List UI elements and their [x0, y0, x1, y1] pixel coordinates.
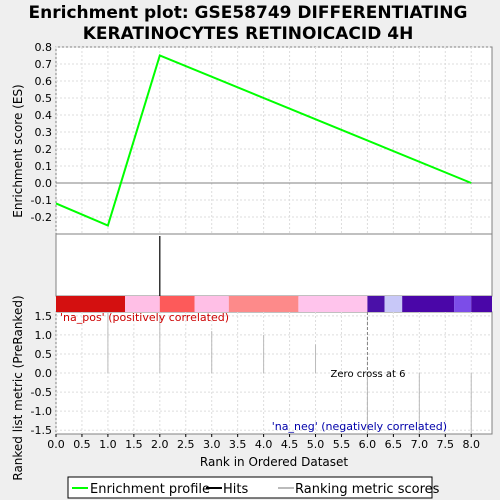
x-tick-label: 3.5	[229, 438, 247, 451]
x-tick-label: 3.0	[203, 438, 221, 451]
color-bar-segment	[229, 296, 299, 312]
legend-label-ranking: Ranking metric scores	[295, 482, 440, 497]
es-y-tick-label: 0.4	[35, 109, 53, 122]
x-tick-label: 6.0	[359, 438, 377, 451]
color-bar	[56, 296, 492, 312]
positive-correlation-label: 'na_pos' (positively correlated)	[60, 311, 229, 324]
x-axis-ticks: 0.0 0.5 1.0 1.5 2.0 2.5 3.0 3.5 4.0 4.5 5.0 5.5 6.0 6…	[47, 434, 480, 451]
color-bar-segment	[298, 296, 367, 312]
legend-label-hits: Hits	[223, 482, 248, 497]
x-tick-label: 1.0	[99, 438, 117, 451]
zero-cross-label: Zero cross at 6	[331, 369, 406, 380]
metric-y-axis-label: Ranked list metric (PreRanked)	[11, 295, 25, 480]
metric-y-tick-label: 0.0	[35, 367, 53, 380]
es-y-tick-label: 0.1	[35, 160, 53, 173]
x-tick-label: 7.5	[437, 438, 455, 451]
es-y-ticks: -0.2 -0.1 0.0 0.1 0.2 0.3 0.4 0.5 0.6 0.7 0.8	[31, 41, 52, 224]
color-bar-segment	[385, 296, 403, 312]
x-tick-label: 2.5	[177, 438, 195, 451]
es-y-tick-label: 0.7	[35, 58, 53, 71]
x-tick-label: 4.0	[255, 438, 273, 451]
metric-y-tick-label: -1.0	[31, 405, 52, 418]
color-bar-segment	[402, 296, 454, 312]
es-y-tick-label: 0.3	[35, 126, 53, 139]
metric-y-tick-label: 0.5	[35, 348, 53, 361]
chart-title-line1: Enrichment plot: GSE58749 DIFFERENTIATIN…	[29, 3, 468, 23]
x-tick-label: 5.0	[307, 438, 325, 451]
metric-y-tick-label: -1.5	[31, 424, 52, 437]
metric-y-ticks: -1.5 -1.0 -0.5 0.0 0.5 1.0 1.5	[31, 310, 52, 437]
es-y-tick-label: 0.0	[35, 177, 53, 190]
chart-title-line2: KERATINOCYTES RETINOICACID 4H	[83, 24, 414, 44]
x-tick-label: 2.0	[151, 438, 169, 451]
x-tick-label: 8.0	[462, 438, 480, 451]
negative-correlation-label: 'na_neg' (negatively correlated)	[272, 420, 447, 433]
x-tick-label: 0.0	[47, 438, 65, 451]
x-tick-label: 1.5	[125, 438, 143, 451]
metric-y-tick-label: 1.5	[35, 310, 53, 323]
x-tick-label: 5.5	[333, 438, 351, 451]
es-y-tick-label: 0.6	[35, 75, 53, 88]
x-tick-label: 4.5	[281, 438, 299, 451]
x-axis-label: Rank in Ordered Dataset	[200, 455, 348, 469]
metric-y-tick-label: -0.5	[31, 386, 52, 399]
color-bar-segment	[160, 296, 195, 312]
es-panel	[56, 47, 492, 234]
es-y-tick-label: -0.2	[31, 211, 52, 224]
es-y-tick-label: -0.1	[31, 194, 52, 207]
hits-panel	[56, 234, 492, 296]
x-tick-label: 6.5	[385, 438, 403, 451]
es-y-tick-label: 0.8	[35, 41, 53, 54]
color-bar-segment	[454, 296, 471, 312]
x-tick-label: 7.0	[411, 438, 429, 451]
color-bar-segment	[195, 296, 229, 312]
es-y-axis-label: Enrichment score (ES)	[11, 84, 25, 217]
legend-label-enrichment: Enrichment profile	[90, 482, 210, 497]
color-bar-segment	[367, 296, 384, 312]
color-bar-segment	[56, 296, 125, 312]
x-tick-label: 0.5	[73, 438, 91, 451]
color-bar-segment	[125, 296, 160, 312]
metric-y-tick-label: 1.0	[35, 329, 53, 342]
es-y-tick-label: 0.2	[35, 143, 53, 156]
es-y-tick-label: 0.5	[35, 92, 53, 105]
color-bar-segment	[471, 296, 492, 312]
